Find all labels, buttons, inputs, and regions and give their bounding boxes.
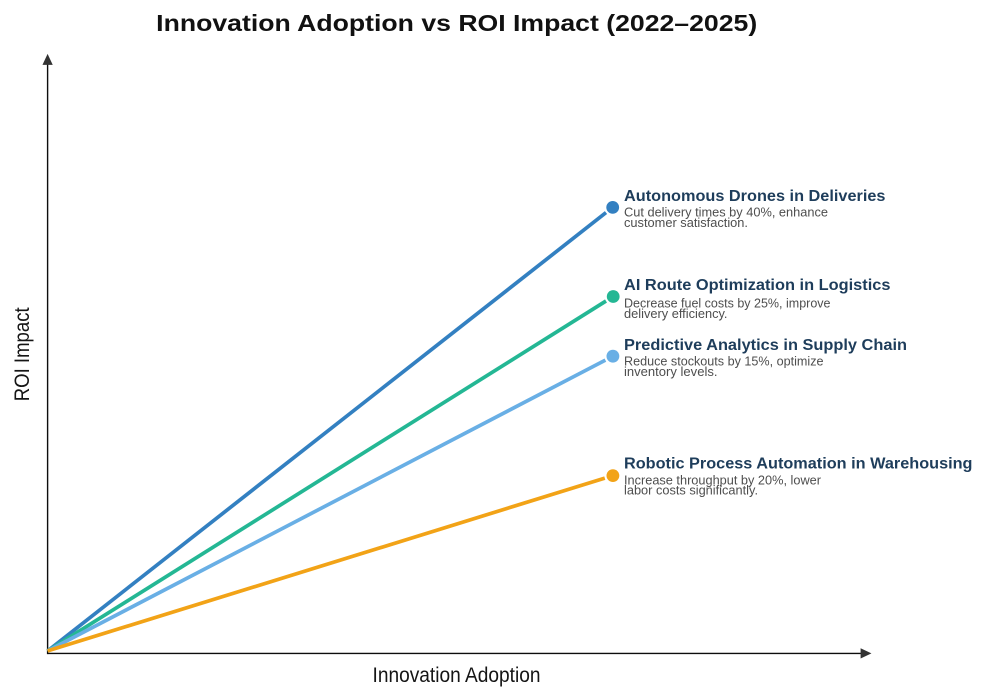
svg-text:Reduce stockouts by 15%, optim: Reduce stockouts by 15%, optimize xyxy=(624,354,824,369)
svg-text:Autonomous Drones in Deliverie: Autonomous Drones in Deliveries xyxy=(624,188,886,205)
svg-text:ROI Impact: ROI Impact xyxy=(11,307,34,401)
svg-text:delivery efficiency.: delivery efficiency. xyxy=(624,306,728,321)
svg-text:Robotic Process Automation in: Robotic Process Automation in Warehousin… xyxy=(624,455,973,472)
svg-text:Predictive Analytics in Supply: Predictive Analytics in Supply Chain xyxy=(624,337,907,354)
svg-text:Increase throughput by 20%, lo: Increase throughput by 20%, lower xyxy=(624,472,822,487)
svg-text:Innovation Adoption: Innovation Adoption xyxy=(373,664,541,687)
svg-text:Cut delivery times by 40%, enh: Cut delivery times by 40%, enhance xyxy=(624,204,828,219)
svg-text:customer satisfaction.: customer satisfaction. xyxy=(624,215,748,230)
svg-text:labor costs significantly.: labor costs significantly. xyxy=(624,482,758,497)
svg-text:AI Route Optimization in Logis: AI Route Optimization in Logistics xyxy=(624,277,891,294)
svg-text:Decrease fuel costs by 25%, im: Decrease fuel costs by 25%, improve xyxy=(624,295,831,310)
svg-text:inventory levels.: inventory levels. xyxy=(624,364,718,379)
svg-text:Innovation Adoption vs ROI Imp: Innovation Adoption vs ROI Impact (2022–… xyxy=(156,10,757,36)
